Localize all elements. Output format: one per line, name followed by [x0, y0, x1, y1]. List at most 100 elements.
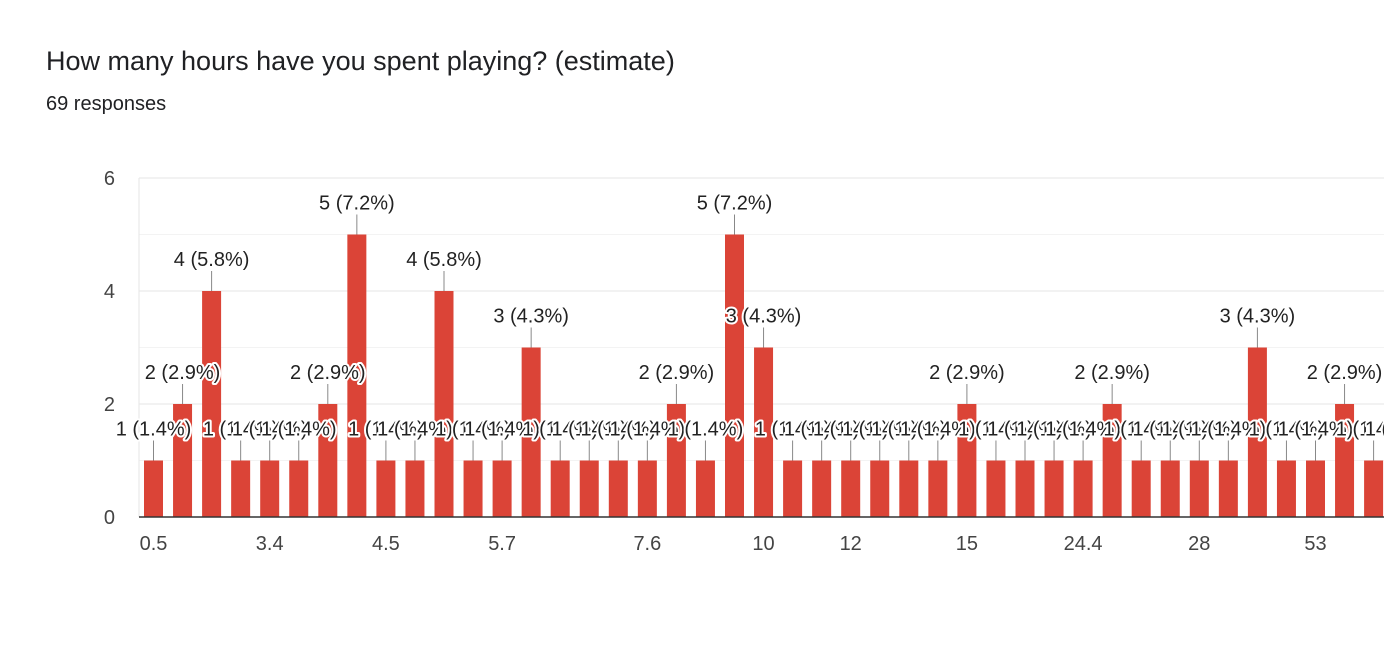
data-label: 2 (2.9%)	[1307, 362, 1383, 384]
data-label: 2 (2.9%)	[639, 362, 715, 384]
data-label: 1 (1.4%)	[435, 419, 511, 441]
bar	[260, 460, 280, 517]
y-axis-ticks: 0 2 4 6	[104, 168, 115, 529]
bar	[1335, 404, 1355, 517]
bar	[812, 460, 832, 517]
x-tick-label: 7.6	[633, 533, 661, 555]
data-label: 1 (1.4%)	[1162, 419, 1238, 441]
bar	[1189, 460, 1209, 517]
data-label: 1 (1.4%)	[958, 419, 1034, 441]
bar	[579, 460, 599, 517]
bar	[1044, 460, 1064, 517]
y-tick-label: 0	[104, 507, 115, 529]
bar	[695, 460, 715, 517]
data-labels: 1 (1.4%)2 (2.9%)4 (5.8%)1 (1.4%)1 (1.4%)…	[114, 191, 1384, 461]
bar	[231, 460, 251, 517]
bar	[144, 460, 163, 517]
bar	[173, 404, 193, 517]
x-axis-ticks: 0.5 3.4 4.5 5.7 7.6 10 12 15 24.4 28 53	[140, 533, 1327, 555]
bar	[928, 460, 948, 517]
data-label: 1 (1.4%)	[116, 419, 192, 441]
data-label: 1 (1.4%)	[1016, 419, 1092, 441]
data-label: 1 (1.4%)	[1365, 419, 1384, 441]
response-count: 69 responses	[46, 93, 167, 115]
data-label: 1 (1.4%)	[900, 419, 976, 441]
x-tick-label: 53	[1304, 533, 1326, 555]
data-label: 2 (2.9%)	[145, 362, 221, 384]
y-tick-label: 6	[104, 168, 115, 190]
data-label: 5 (7.2%)	[697, 193, 773, 215]
data-label: 1 (1.4%)	[842, 419, 918, 441]
data-label: 1 (1.4%)	[203, 419, 279, 441]
data-label: 1 (1.4%)	[1336, 419, 1384, 441]
bar	[608, 460, 628, 517]
bar	[957, 404, 977, 517]
x-tick-label: 15	[956, 533, 978, 555]
data-label: 1 (1.4%)	[522, 419, 598, 441]
x-tick-label: 5.7	[488, 533, 516, 555]
data-label: 1 (1.4%)	[668, 419, 744, 441]
data-label: 1 (1.4%)	[232, 419, 308, 441]
bar	[550, 460, 570, 517]
bar	[783, 460, 803, 517]
bar	[318, 404, 338, 517]
y-tick-label: 4	[104, 281, 115, 303]
data-label: 2 (2.9%)	[290, 362, 366, 384]
data-label: 1 (1.4%)	[987, 419, 1063, 441]
data-label: 3 (4.3%)	[493, 306, 569, 328]
x-tick-label: 3.4	[256, 533, 284, 555]
data-label: 2 (2.9%)	[1074, 362, 1150, 384]
bar	[492, 460, 512, 517]
bar	[202, 291, 222, 517]
data-label: 1 (1.4%)	[551, 419, 627, 441]
bar	[347, 234, 367, 517]
chart-title: How many hours have you spent playing? (…	[46, 46, 675, 76]
data-label: 1 (1.4%)	[784, 419, 860, 441]
bar	[725, 234, 744, 517]
x-tick-label: 12	[840, 533, 862, 555]
bar	[666, 404, 686, 517]
bar	[405, 460, 425, 517]
bar	[899, 460, 919, 517]
data-label: 1 (1.4%)	[581, 419, 657, 441]
x-tick-label: 4.5	[372, 533, 400, 555]
data-label: 1 (1.4%)	[348, 419, 424, 441]
data-label: 1 (1.4%)	[871, 419, 947, 441]
bar	[1218, 460, 1238, 517]
bar	[434, 291, 454, 517]
bar	[1131, 460, 1151, 517]
x-tick-label: 0.5	[140, 533, 168, 555]
bar	[1102, 404, 1122, 517]
y-tick-label: 2	[104, 394, 115, 416]
bar	[841, 460, 861, 517]
bar	[870, 460, 890, 517]
bar	[1073, 460, 1093, 517]
bar	[637, 460, 657, 517]
bar	[376, 460, 396, 517]
data-label: 1 (1.4%)	[377, 419, 453, 441]
bar	[521, 347, 541, 517]
data-label: 1 (1.4%)	[1249, 419, 1325, 441]
bar	[1276, 460, 1296, 517]
data-label: 3 (4.3%)	[1220, 306, 1296, 328]
data-label: 4 (5.8%)	[406, 249, 482, 271]
data-label: 3 (4.3%)	[726, 306, 802, 328]
bar	[986, 460, 1006, 517]
bar	[289, 460, 309, 517]
bar	[754, 347, 774, 517]
x-tick-label: 28	[1188, 533, 1210, 555]
data-label: 1 (1.4%)	[261, 419, 337, 441]
data-label: 1 (1.4%)	[610, 419, 686, 441]
bar	[1015, 460, 1035, 517]
data-label: 1 (1.4%)	[1132, 419, 1208, 441]
data-label: 1 (1.4%)	[1191, 419, 1267, 441]
bar	[1247, 347, 1267, 517]
data-label: 4 (5.8%)	[174, 249, 250, 271]
x-tick-label: 24.4	[1064, 533, 1103, 555]
data-label: 1 (1.4%)	[755, 419, 831, 441]
data-label: 1 (1.4%)	[1278, 419, 1354, 441]
x-tick-label: 10	[752, 533, 774, 555]
bar	[463, 460, 483, 517]
bar	[1364, 460, 1384, 517]
